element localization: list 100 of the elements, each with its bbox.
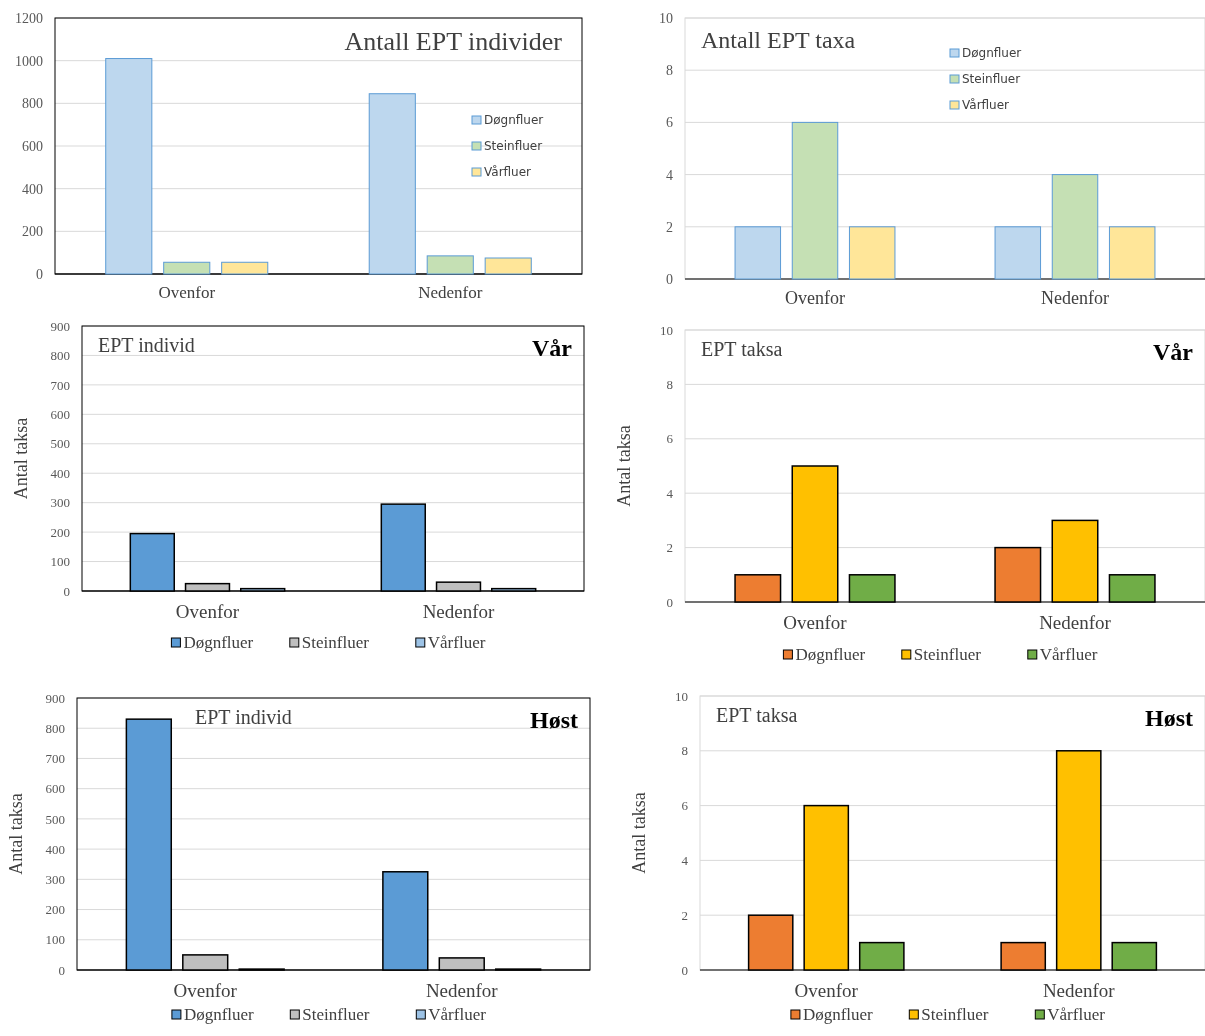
x-tick-label: Nedenfor bbox=[1042, 980, 1116, 1002]
y-tick-label: 8 bbox=[666, 63, 673, 79]
bar bbox=[1108, 226, 1156, 280]
x-tick-label: Nedenfor bbox=[1041, 287, 1109, 308]
y-tick-label: 600 bbox=[22, 138, 43, 154]
y-tick-label: 800 bbox=[45, 720, 65, 736]
legend-label: Steinfluer bbox=[484, 139, 543, 153]
y-tick-label: 200 bbox=[50, 524, 70, 540]
legend-label: Steinfluer bbox=[913, 645, 982, 664]
bar bbox=[791, 121, 839, 280]
chart-title: EPT taksa bbox=[716, 704, 798, 726]
bar bbox=[221, 261, 269, 275]
y-tick-label: 400 bbox=[50, 465, 70, 481]
y-axis-title: Antal taksa bbox=[614, 425, 634, 507]
y-tick-label: 600 bbox=[50, 406, 70, 422]
y-tick-label: 700 bbox=[45, 751, 65, 767]
legend-label: Døgnfluer bbox=[484, 113, 544, 127]
x-tick-label: Nedenfor bbox=[1039, 612, 1112, 634]
bar bbox=[368, 93, 416, 275]
chart-title: EPT individ bbox=[195, 706, 292, 728]
chart-title: EPT individ bbox=[98, 334, 195, 356]
y-tick-label: 100 bbox=[50, 554, 70, 570]
y-axis-title: Antal taksa bbox=[6, 793, 26, 875]
y-tick-label: 8 bbox=[666, 377, 673, 393]
y-tick-label: 200 bbox=[22, 224, 43, 240]
y-tick-label: 4 bbox=[666, 485, 674, 501]
chart-subtitle: Vår bbox=[532, 335, 573, 361]
chart-title: EPT taksa bbox=[701, 338, 783, 360]
y-tick-label: 300 bbox=[45, 871, 65, 887]
legend-label: Vårfluer bbox=[962, 98, 1010, 112]
legend-label: Døgnfluer bbox=[183, 1005, 255, 1024]
x-tick-label: Ovenfor bbox=[175, 601, 240, 623]
x-tick-label: Nedenfor bbox=[422, 601, 496, 623]
y-tick-label: 0 bbox=[666, 271, 673, 287]
y-axis-title: Antal taksa bbox=[11, 417, 31, 500]
y-tick-label: 4 bbox=[666, 167, 673, 183]
y-axis-title: Antal taksa bbox=[629, 792, 649, 874]
y-tick-label: 10 bbox=[675, 688, 688, 704]
y-tick-label: 6 bbox=[666, 431, 674, 447]
y-tick-label: 800 bbox=[22, 96, 43, 112]
bar bbox=[163, 261, 211, 275]
y-tick-label: 1000 bbox=[15, 53, 43, 69]
y-tick-label: 8 bbox=[681, 743, 688, 759]
legend-label: Steinfluer bbox=[302, 1005, 370, 1024]
y-tick-label: 500 bbox=[45, 811, 65, 827]
x-tick-label: Nedenfor bbox=[418, 283, 483, 303]
bar bbox=[734, 226, 782, 280]
y-tick-label: 0 bbox=[63, 583, 70, 599]
y-tick-label: 2 bbox=[666, 540, 673, 556]
bar bbox=[105, 58, 153, 275]
y-tick-label: 0 bbox=[681, 962, 688, 978]
legend-label: Døgnfluer bbox=[795, 645, 866, 664]
y-tick-label: 300 bbox=[50, 495, 70, 511]
y-tick-label: 800 bbox=[50, 348, 70, 364]
y-tick-label: 6 bbox=[681, 798, 689, 814]
legend-label: Døgnfluer bbox=[802, 1005, 874, 1024]
y-tick-label: 700 bbox=[50, 377, 70, 393]
y-tick-label: 100 bbox=[45, 932, 65, 948]
x-tick-label: Ovenfor bbox=[173, 980, 238, 1002]
chart-subtitle: Høst bbox=[530, 707, 579, 733]
bar bbox=[484, 257, 532, 275]
legend-label: Steinfluer bbox=[921, 1005, 989, 1024]
x-tick-label: Nedenfor bbox=[425, 980, 499, 1002]
chart-subtitle: Høst bbox=[1145, 705, 1194, 731]
bar bbox=[1051, 174, 1099, 280]
y-tick-label: 0 bbox=[36, 266, 43, 282]
chart-title: Antall EPT taxa bbox=[701, 27, 856, 53]
legend-label: Vårfluer bbox=[1047, 1005, 1106, 1024]
y-tick-label: 10 bbox=[660, 322, 673, 338]
y-tick-label: 1200 bbox=[15, 10, 43, 26]
x-tick-label: Ovenfor bbox=[783, 612, 848, 634]
y-tick-label: 600 bbox=[45, 781, 65, 797]
bar bbox=[848, 226, 896, 280]
y-tick-label: 200 bbox=[45, 902, 65, 918]
x-tick-label: Ovenfor bbox=[158, 283, 216, 303]
x-tick-label: Ovenfor bbox=[785, 287, 845, 308]
bar bbox=[994, 226, 1042, 280]
x-tick-label: Ovenfor bbox=[794, 980, 859, 1002]
y-tick-label: 900 bbox=[45, 690, 65, 706]
legend-label: Døgnfluer bbox=[183, 633, 254, 652]
y-tick-label: 0 bbox=[666, 594, 673, 610]
legend-label: Døgnfluer bbox=[962, 46, 1022, 60]
chart-title: Antall EPT individer bbox=[344, 27, 563, 56]
y-tick-label: 400 bbox=[22, 181, 43, 197]
y-tick-label: 0 bbox=[58, 962, 65, 978]
legend-label: Steinfluer bbox=[301, 633, 370, 652]
y-tick-label: 400 bbox=[45, 841, 65, 857]
y-tick-label: 4 bbox=[681, 853, 689, 869]
y-tick-label: 2 bbox=[666, 219, 673, 235]
y-tick-label: 2 bbox=[681, 907, 688, 923]
chart-subtitle: Vår bbox=[1153, 339, 1194, 365]
legend-label: Vårfluer bbox=[484, 165, 532, 179]
legend-label: Vårfluer bbox=[1039, 645, 1098, 664]
y-tick-label: 6 bbox=[666, 115, 673, 131]
bar bbox=[426, 255, 474, 275]
y-tick-label: 900 bbox=[50, 318, 70, 334]
y-tick-label: 10 bbox=[659, 10, 673, 26]
y-tick-label: 500 bbox=[50, 436, 70, 452]
legend-label: Vårfluer bbox=[428, 1005, 487, 1024]
legend-label: Steinfluer bbox=[962, 72, 1021, 86]
